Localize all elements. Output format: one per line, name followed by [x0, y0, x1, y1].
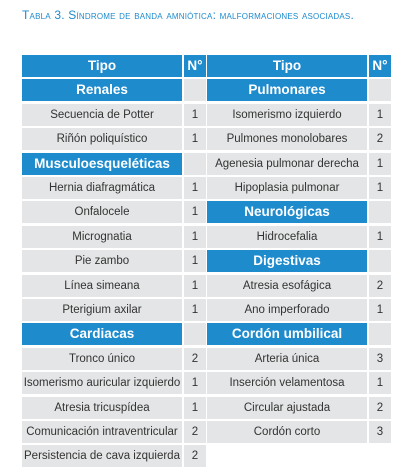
row-type: Pterigium axilar — [22, 299, 182, 321]
row-count: 1 — [369, 372, 391, 395]
row-type: Secuencia de Potter — [22, 103, 182, 126]
row-count: 1 — [184, 225, 206, 248]
row-count: 2 — [184, 421, 206, 443]
section-header: Cardiacas — [22, 323, 182, 346]
header-n: N° — [369, 55, 391, 77]
row-count: 3 — [369, 421, 391, 443]
row-count: 1 — [184, 250, 206, 273]
row-type: Pulmones monolobares — [207, 128, 367, 151]
section-header: Pulmonares — [207, 79, 367, 102]
row-type: Hernia diafragmática — [22, 177, 182, 199]
row-type: Arteria única — [207, 347, 367, 370]
row-type: Agenesia pulmonar derecha — [207, 152, 367, 175]
row-count: 1 — [184, 128, 206, 151]
row-type: Cordón corto — [207, 421, 367, 443]
row-type: Isomerismo auricular izquierdo — [22, 372, 182, 395]
row-type: Onfalocele — [22, 201, 182, 224]
row-count: 1 — [369, 177, 391, 199]
section-header: Renales — [22, 79, 182, 102]
row-count: 1 — [184, 274, 206, 297]
section-header: Musculoesqueléticas — [22, 152, 182, 175]
section-header: Cordón umbilical — [207, 323, 367, 346]
row-type: Ano imperforado — [207, 299, 367, 321]
row-type: Inserción velamentosa — [207, 372, 367, 395]
row-type: Riñón poliquístico — [22, 128, 182, 151]
empty-cell — [184, 323, 206, 346]
row-count: 2 — [184, 347, 206, 370]
empty-cell — [184, 79, 206, 102]
empty-cell — [184, 152, 206, 175]
empty-cell — [369, 201, 391, 224]
header-n: N° — [184, 55, 206, 77]
row-type: Hipoplasia pulmonar — [207, 177, 367, 199]
row-count: 1 — [184, 372, 206, 395]
empty-cell — [369, 323, 391, 346]
row-type: Comunicación intraventricular — [22, 421, 182, 443]
section-header: Neurológicas — [207, 201, 367, 224]
row-count: 1 — [184, 299, 206, 321]
row-type: Circular ajustada — [207, 396, 367, 419]
row-count: 1 — [369, 225, 391, 248]
empty-cell — [369, 79, 391, 102]
empty-cell — [369, 250, 391, 273]
row-count: 2 — [184, 445, 206, 468]
row-type: Atresia tricuspídea — [22, 396, 182, 419]
row-type: Atresia esofágica — [207, 274, 367, 297]
table-caption: Tabla 3. Síndrome de banda amniótica: ma… — [22, 8, 354, 22]
row-count: 1 — [369, 152, 391, 175]
row-type: Isomerismo izquierdo — [207, 103, 367, 126]
row-count: 1 — [369, 103, 391, 126]
row-count: 1 — [184, 103, 206, 126]
row-count: 1 — [184, 396, 206, 419]
header-tipo: Tipo — [22, 55, 182, 77]
row-count: 1 — [369, 299, 391, 321]
row-type: Tronco único — [22, 347, 182, 370]
row-type: Línea simeana — [22, 274, 182, 297]
row-type: Persistencia de cava izquierda — [22, 445, 182, 468]
row-type: Micrognatia — [22, 225, 182, 248]
header-tipo: Tipo — [207, 55, 367, 77]
row-count: 1 — [184, 177, 206, 199]
row-count: 3 — [369, 347, 391, 370]
section-header: Digestivas — [207, 250, 367, 273]
row-type: Hidrocefalia — [207, 225, 367, 248]
row-count: 2 — [369, 274, 391, 297]
row-count: 1 — [184, 201, 206, 224]
row-count: 2 — [369, 396, 391, 419]
row-count: 2 — [369, 128, 391, 151]
row-type: Pie zambo — [22, 250, 182, 273]
